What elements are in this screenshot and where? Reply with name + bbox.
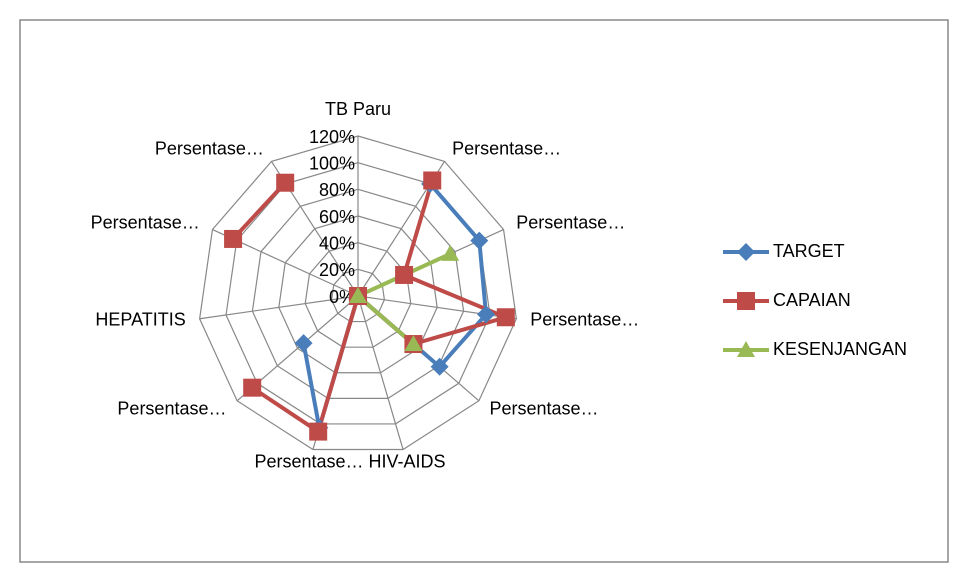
category-label: Persentase… bbox=[91, 212, 200, 232]
data-point bbox=[224, 229, 243, 248]
category-label: Persentase… bbox=[155, 138, 264, 158]
category-label: HEPATITIS bbox=[95, 310, 185, 330]
category-label: Persentase… bbox=[452, 138, 561, 158]
category-label: TB Paru bbox=[325, 99, 391, 119]
data-point bbox=[430, 357, 449, 376]
tick-label: 20% bbox=[319, 260, 355, 280]
legend-label: KESENJANGAN bbox=[773, 339, 907, 359]
data-point bbox=[349, 287, 367, 303]
category-label: Persentase… bbox=[530, 310, 639, 330]
tick-label: 80% bbox=[319, 180, 355, 200]
grid-ring bbox=[199, 135, 517, 451]
tick-label: 40% bbox=[319, 233, 355, 253]
tick-label: 120% bbox=[309, 127, 355, 147]
category-label: Persentase… bbox=[490, 399, 599, 419]
grid-ring bbox=[251, 188, 465, 399]
data-point bbox=[423, 171, 442, 190]
legend-marker bbox=[737, 292, 755, 310]
spoke bbox=[199, 295, 359, 320]
data-point bbox=[276, 173, 295, 192]
grid-ring bbox=[330, 268, 386, 323]
tick-label: 0% bbox=[329, 287, 355, 307]
data-point bbox=[309, 422, 328, 441]
legend-marker bbox=[737, 341, 755, 357]
data-point bbox=[441, 244, 460, 261]
legend-marker bbox=[737, 243, 755, 261]
data-point bbox=[470, 231, 489, 250]
data-point bbox=[243, 378, 262, 397]
legend-label: TARGET bbox=[773, 241, 845, 261]
legend-label: CAPAIAN bbox=[773, 290, 851, 310]
data-point bbox=[294, 334, 313, 353]
data-point bbox=[395, 265, 414, 284]
category-label: Persentase… bbox=[117, 399, 226, 419]
data-point bbox=[477, 305, 496, 324]
tick-label: 60% bbox=[319, 207, 355, 227]
data-point bbox=[496, 308, 515, 327]
grid-ring bbox=[278, 215, 438, 374]
spoke bbox=[357, 295, 404, 450]
data-point bbox=[404, 335, 423, 352]
tick-label: 100% bbox=[309, 153, 355, 173]
category-label: Persentase… bbox=[516, 212, 625, 232]
category-label: Persentase… bbox=[254, 452, 363, 472]
category-label: HIV-AIDS bbox=[369, 452, 446, 472]
